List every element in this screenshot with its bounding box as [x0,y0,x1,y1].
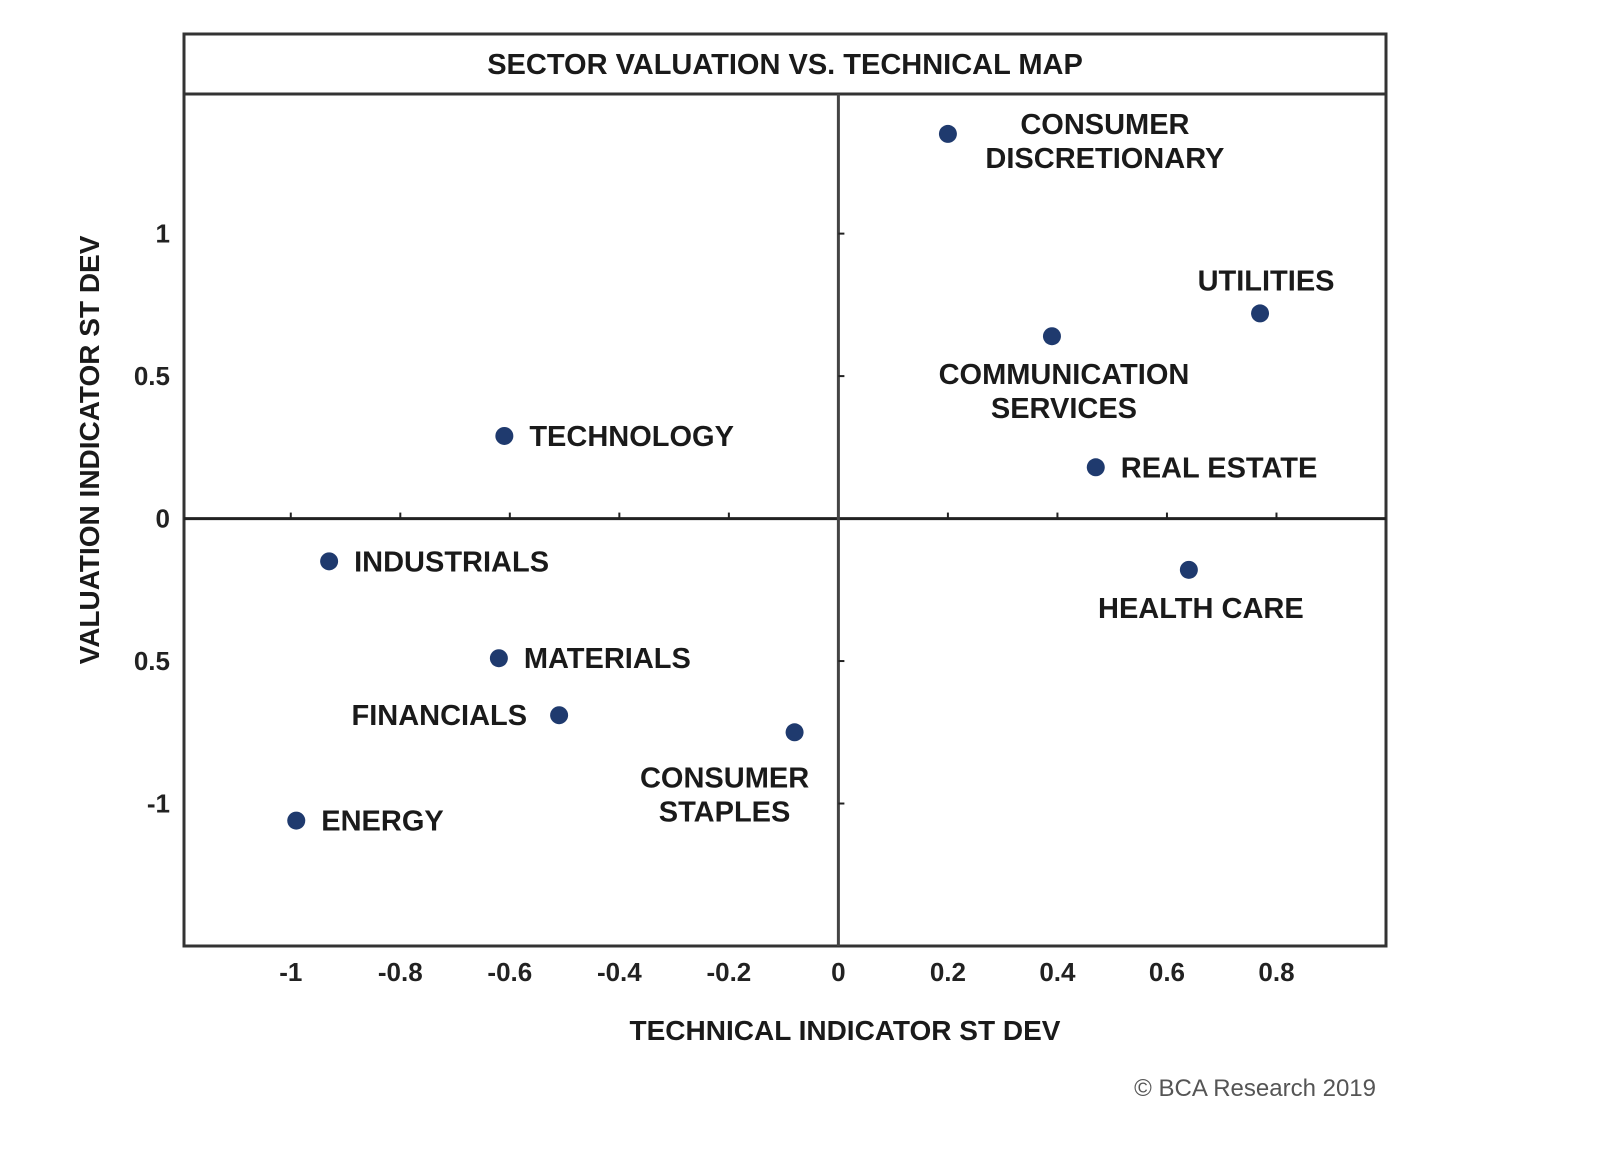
x-tick-label: -0.8 [378,957,423,987]
data-labels: CONSUMER DISCRETIONARY UTILITIES COMMUNICAT… [321,109,1334,838]
y-tick-label: -1 [147,789,170,819]
data-label: COMMUNICATION SERVICES [939,359,1190,425]
data-point [1251,304,1270,323]
data-point [1179,560,1198,579]
data-label: CONSUMER DISCRETIONARY [985,109,1224,175]
data-point [495,426,514,445]
title-box [182,32,1388,96]
data-label: UTILITIES [1198,265,1335,297]
data-label: HEALTH CARE [1098,593,1304,625]
data-point [489,649,508,668]
x-tick-label: -0.2 [706,957,751,987]
x-tick-label: 0.4 [1039,957,1076,987]
chart-title: SECTOR VALUATION VS. TECHNICAL MAP [487,49,1083,81]
data-label: MATERIALS [524,643,691,675]
y-axis-label: VALUATION INDICATOR ST DEV [74,235,105,664]
data-point [938,124,957,143]
x-tick-label: 0 [831,957,845,987]
data-label: CONSUMER STAPLES [640,762,809,828]
copyright-credit: © BCA Research 2019 [1134,1075,1376,1102]
y-tick-label: 0 [156,504,170,534]
axes [184,94,1386,946]
data-label: TECHNOLOGY [529,421,734,453]
data-label: ENERGY [321,806,443,838]
data-point [320,552,339,571]
data-label: INDUSTRIALS [354,546,549,578]
x-tick-label: 0.2 [930,957,966,987]
x-tick-label: 0.8 [1258,957,1294,987]
data-label: FINANCIALS [352,700,528,732]
y-tick-label: 1 [156,219,170,249]
data-point [1086,458,1105,477]
x-axis-label: TECHNICAL INDICATOR ST DEV [630,1015,1061,1046]
data-point [550,706,569,725]
data-point [287,811,306,830]
x-tick-label: -0.6 [487,957,532,987]
x-tick-label: -1 [279,957,302,987]
data-points [287,124,1270,830]
x-tick-label: -0.4 [597,957,642,987]
y-tick-label: 0.5 [134,646,170,676]
data-label: REAL ESTATE [1121,452,1318,484]
tick-labels: -1 -0.8 -0.6 -0.4 -0.2 0 0.2 0.4 0.6 0.8 1 0.5 0 0.5 -… [134,219,1295,987]
x-tick-label: 0.6 [1149,957,1185,987]
y-tick-label: 0.5 [134,361,170,391]
data-point [1042,327,1061,346]
data-point [785,723,804,742]
